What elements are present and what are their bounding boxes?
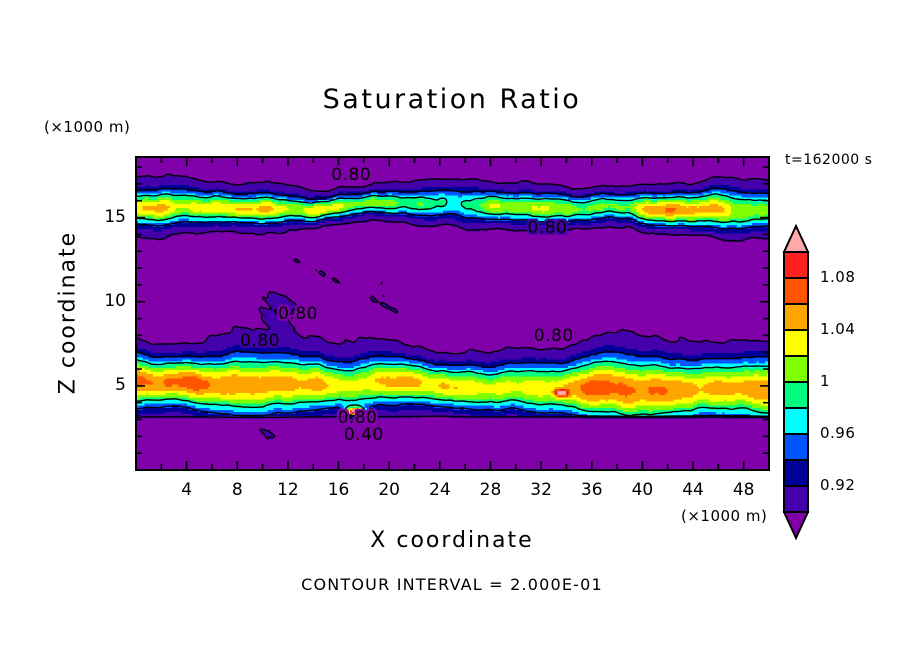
colorbar [782, 223, 810, 541]
x-tick-label: 20 [378, 480, 400, 500]
x-tick-label: 4 [181, 480, 193, 500]
y-tick-label: 15 [104, 206, 126, 227]
timestamp-annotation: t=162000 s [785, 152, 873, 168]
colorbar-label: 0.92 [820, 476, 856, 494]
x-tick-label: 48 [732, 480, 755, 500]
colorbar-label: 1 [820, 372, 831, 390]
x-tick-label: 44 [682, 480, 704, 500]
colorbar-label: 1.08 [820, 268, 856, 286]
contour-label: 0.80 [527, 218, 568, 239]
contour-label: 0.80 [240, 331, 280, 352]
x-tick-label: 8 [231, 480, 243, 500]
contour-lines [136, 173, 769, 440]
plot-frame [135, 156, 770, 471]
y-axis-units: (×1000 m) [44, 118, 131, 136]
x-tick-label: 32 [530, 480, 552, 500]
x-tick-label: 28 [479, 480, 502, 500]
x-tick-label: 36 [580, 480, 603, 500]
contour-fill-bands [136, 157, 769, 470]
colorbar-label: 0.96 [820, 424, 856, 442]
x-tick-label: 40 [631, 480, 654, 500]
contour-label: 0.80 [331, 164, 372, 185]
colorbar-label: 1.04 [820, 320, 856, 338]
y-tick-label: 5 [115, 374, 126, 395]
contour-label: 0.80 [278, 304, 318, 325]
x-tick-label: 24 [429, 480, 451, 500]
x-tick-label: 12 [277, 480, 299, 500]
contour-label: 0.80 [337, 407, 378, 428]
x-axis-label: X coordinate [370, 528, 534, 553]
y-tick-label: 10 [104, 290, 126, 311]
contour-label: 0.40 [343, 424, 384, 445]
chart-title: Saturation Ratio [322, 84, 582, 115]
x-tick-label: 16 [327, 480, 350, 500]
x-axis-units: (×1000 m) [681, 507, 768, 525]
contour-interval-note: CONTOUR INTERVAL = 2.000E-01 [301, 575, 603, 594]
contour-label: 0.80 [533, 326, 574, 347]
